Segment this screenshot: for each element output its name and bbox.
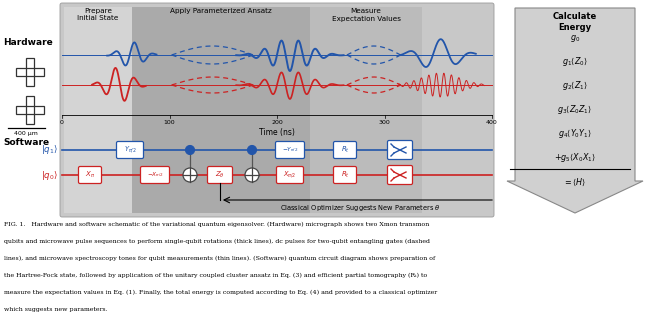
- Text: 200: 200: [271, 120, 283, 125]
- Text: $X_\pi$: $X_\pi$: [85, 170, 95, 180]
- Text: $|q_1\rangle$: $|q_1\rangle$: [41, 144, 58, 156]
- Text: Classical Optimizer Suggests New Parameters $\theta$: Classical Optimizer Suggests New Paramet…: [280, 203, 441, 213]
- Text: Software: Software: [3, 138, 49, 147]
- Text: $+ g_5\langle X_0X_1\rangle$: $+ g_5\langle X_0X_1\rangle$: [554, 152, 596, 165]
- Text: $g_0$: $g_0$: [570, 32, 580, 44]
- Text: Measure
Expectation Values: Measure Expectation Values: [332, 8, 400, 22]
- Bar: [16, 68, 44, 76]
- Text: Hardware: Hardware: [3, 38, 52, 47]
- Text: $Z_\theta$: $Z_\theta$: [215, 170, 225, 180]
- Text: which suggests new parameters.: which suggests new parameters.: [4, 307, 108, 312]
- Bar: [132, 7, 310, 213]
- Text: 0: 0: [60, 120, 64, 125]
- FancyBboxPatch shape: [207, 167, 233, 183]
- FancyBboxPatch shape: [78, 167, 102, 183]
- FancyBboxPatch shape: [388, 140, 413, 159]
- FancyBboxPatch shape: [334, 167, 356, 183]
- Text: $X_{\pi/2}$: $X_{\pi/2}$: [283, 170, 297, 180]
- Text: lines), and microwave spectroscopy tones for qubit measurements (thin lines). (S: lines), and microwave spectroscopy tones…: [4, 256, 435, 261]
- Text: $R_t$: $R_t$: [341, 170, 349, 180]
- Text: $R_t$: $R_t$: [341, 145, 349, 155]
- FancyBboxPatch shape: [388, 166, 413, 184]
- Text: $Y_{\pi/2}$: $Y_{\pi/2}$: [124, 145, 136, 155]
- Text: Prepare
Initial State: Prepare Initial State: [77, 8, 119, 22]
- Text: $-X_{\pi/2}$: $-X_{\pi/2}$: [146, 171, 163, 179]
- FancyBboxPatch shape: [60, 3, 494, 217]
- Text: $g_3\langle Z_0Z_1\rangle$: $g_3\langle Z_0Z_1\rangle$: [557, 104, 592, 116]
- Text: $=\langle H\rangle$: $=\langle H\rangle$: [563, 176, 586, 188]
- Polygon shape: [507, 8, 643, 213]
- FancyBboxPatch shape: [277, 167, 303, 183]
- Circle shape: [248, 146, 257, 154]
- Text: FIG. 1.   Hardware and software schematic of the variational quantum eigensolver: FIG. 1. Hardware and software schematic …: [4, 222, 429, 227]
- Text: 300: 300: [378, 120, 390, 125]
- Text: 100: 100: [164, 120, 176, 125]
- Bar: [64, 7, 132, 213]
- Circle shape: [183, 168, 197, 182]
- Bar: [27, 96, 34, 124]
- FancyBboxPatch shape: [117, 141, 143, 158]
- FancyBboxPatch shape: [141, 167, 170, 183]
- Text: the Hartree-Fock state, followed by application of the unitary coupled cluster a: the Hartree-Fock state, followed by appl…: [4, 273, 427, 278]
- Text: $|q_0\rangle$: $|q_0\rangle$: [41, 169, 58, 181]
- Text: 400 μm: 400 μm: [14, 131, 38, 136]
- Text: $g_4\langle Y_0Y_1\rangle$: $g_4\langle Y_0Y_1\rangle$: [558, 128, 592, 140]
- Circle shape: [245, 168, 259, 182]
- Bar: [27, 58, 34, 86]
- Text: Time (ns): Time (ns): [259, 128, 295, 137]
- FancyBboxPatch shape: [334, 141, 356, 158]
- Text: $g_1\langle Z_0\rangle$: $g_1\langle Z_0\rangle$: [562, 55, 588, 69]
- Text: $-Y_{\pi/2}$: $-Y_{\pi/2}$: [282, 146, 298, 154]
- Text: 400: 400: [486, 120, 498, 125]
- Text: qubits and microwave pulse sequences to perform single-qubit rotations (thick li: qubits and microwave pulse sequences to …: [4, 239, 430, 244]
- FancyBboxPatch shape: [275, 141, 305, 158]
- Bar: [310, 7, 422, 213]
- Text: measure the expectation values in Eq. (1). Finally, the total energy is computed: measure the expectation values in Eq. (1…: [4, 290, 437, 295]
- Bar: [16, 106, 44, 113]
- Circle shape: [185, 146, 194, 154]
- Text: Calculate
Energy: Calculate Energy: [553, 12, 597, 32]
- Text: Apply Parameterized Ansatz: Apply Parameterized Ansatz: [170, 8, 272, 14]
- Text: $g_2\langle Z_1\rangle$: $g_2\langle Z_1\rangle$: [562, 79, 588, 92]
